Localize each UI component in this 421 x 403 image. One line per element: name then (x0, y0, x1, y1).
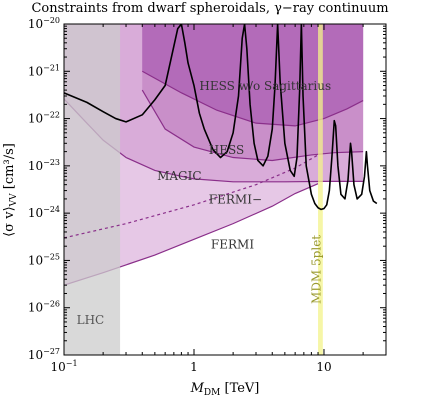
y-axis-label: ⟨σ v⟩VV [cm³/s] (2, 143, 19, 237)
y-tick-label: 10−20 (28, 16, 60, 31)
y-tick-label: 10−27 (28, 347, 60, 362)
boundary-hess-w-o-sagittarius (141, 70, 364, 127)
series-fermi (64, 154, 319, 239)
label-magic: MAGIC (157, 169, 201, 183)
plot-area (64, 24, 378, 355)
label-mdm-5plet: MDM 5plet (309, 235, 323, 304)
x-tick-label: 1 (190, 360, 198, 374)
y-tick-label: 10−24 (28, 205, 60, 220)
plot-frame (63, 23, 387, 356)
label-lhc: LHC (77, 313, 105, 327)
x-tick-label: 10−1 (50, 359, 77, 374)
band-mdm-5plet (318, 24, 323, 355)
boundary-hess (141, 89, 364, 162)
y-tick-label: 10−22 (28, 111, 60, 126)
label-fermi: FERMI (211, 237, 254, 251)
band-lhc (64, 24, 121, 355)
chart-title: Constraints from dwarf spheroidals, γ−ra… (31, 1, 388, 16)
label-hess-w-o-sagittarius: HESS w/o Sagittarius (199, 79, 331, 93)
series-2 (64, 24, 378, 211)
label-fermi: FERMI− (209, 192, 262, 206)
y-tick-label: 10−25 (28, 252, 60, 267)
x-axis-label: MDM [TeV] (190, 381, 260, 398)
x-tick-label: 10 (316, 360, 331, 374)
y-tick-label: 10−26 (28, 300, 60, 315)
y-tick-label: 10−23 (28, 158, 60, 173)
y-tick-label: 10−21 (28, 63, 60, 78)
label-hess: HESS (209, 143, 244, 157)
